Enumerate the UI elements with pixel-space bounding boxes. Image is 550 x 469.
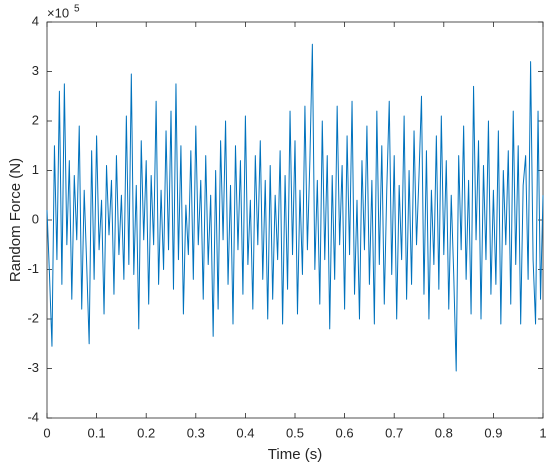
- x-tick-label: 0.5: [286, 425, 304, 440]
- y-tick-label: -3: [27, 360, 39, 375]
- y-tick-label: 3: [32, 63, 39, 78]
- y-tick-label: -4: [27, 409, 39, 424]
- data-line: [46, 43, 544, 372]
- y-tick-label: -2: [27, 310, 39, 325]
- y-tick-label: 4: [32, 13, 39, 28]
- x-tick-label: 0.7: [385, 425, 403, 440]
- x-tick-label: 0: [43, 425, 50, 440]
- y-multiplier-exponent: 5: [74, 4, 80, 15]
- y-tick-label: -1: [27, 261, 39, 276]
- y-axis-label: Random Force (N): [7, 158, 24, 282]
- x-tick-label: 0.6: [336, 425, 354, 440]
- x-tick-label: 0.3: [187, 425, 205, 440]
- x-tick-label: 0.4: [236, 425, 254, 440]
- x-tick-label: 0.8: [435, 425, 453, 440]
- plot-area: [46, 21, 544, 419]
- x-tick-label: 1: [539, 425, 546, 440]
- x-tick-label: 0.9: [484, 425, 502, 440]
- x-tick-label: 0.1: [88, 425, 106, 440]
- y-tick-label: 0: [32, 211, 39, 226]
- x-tick-label: 0.2: [137, 425, 155, 440]
- y-tick-label: 2: [32, 112, 39, 127]
- y-tick-label: 1: [32, 162, 39, 177]
- x-axis-label: Time (s): [268, 446, 322, 463]
- y-multiplier: ×10: [47, 5, 69, 20]
